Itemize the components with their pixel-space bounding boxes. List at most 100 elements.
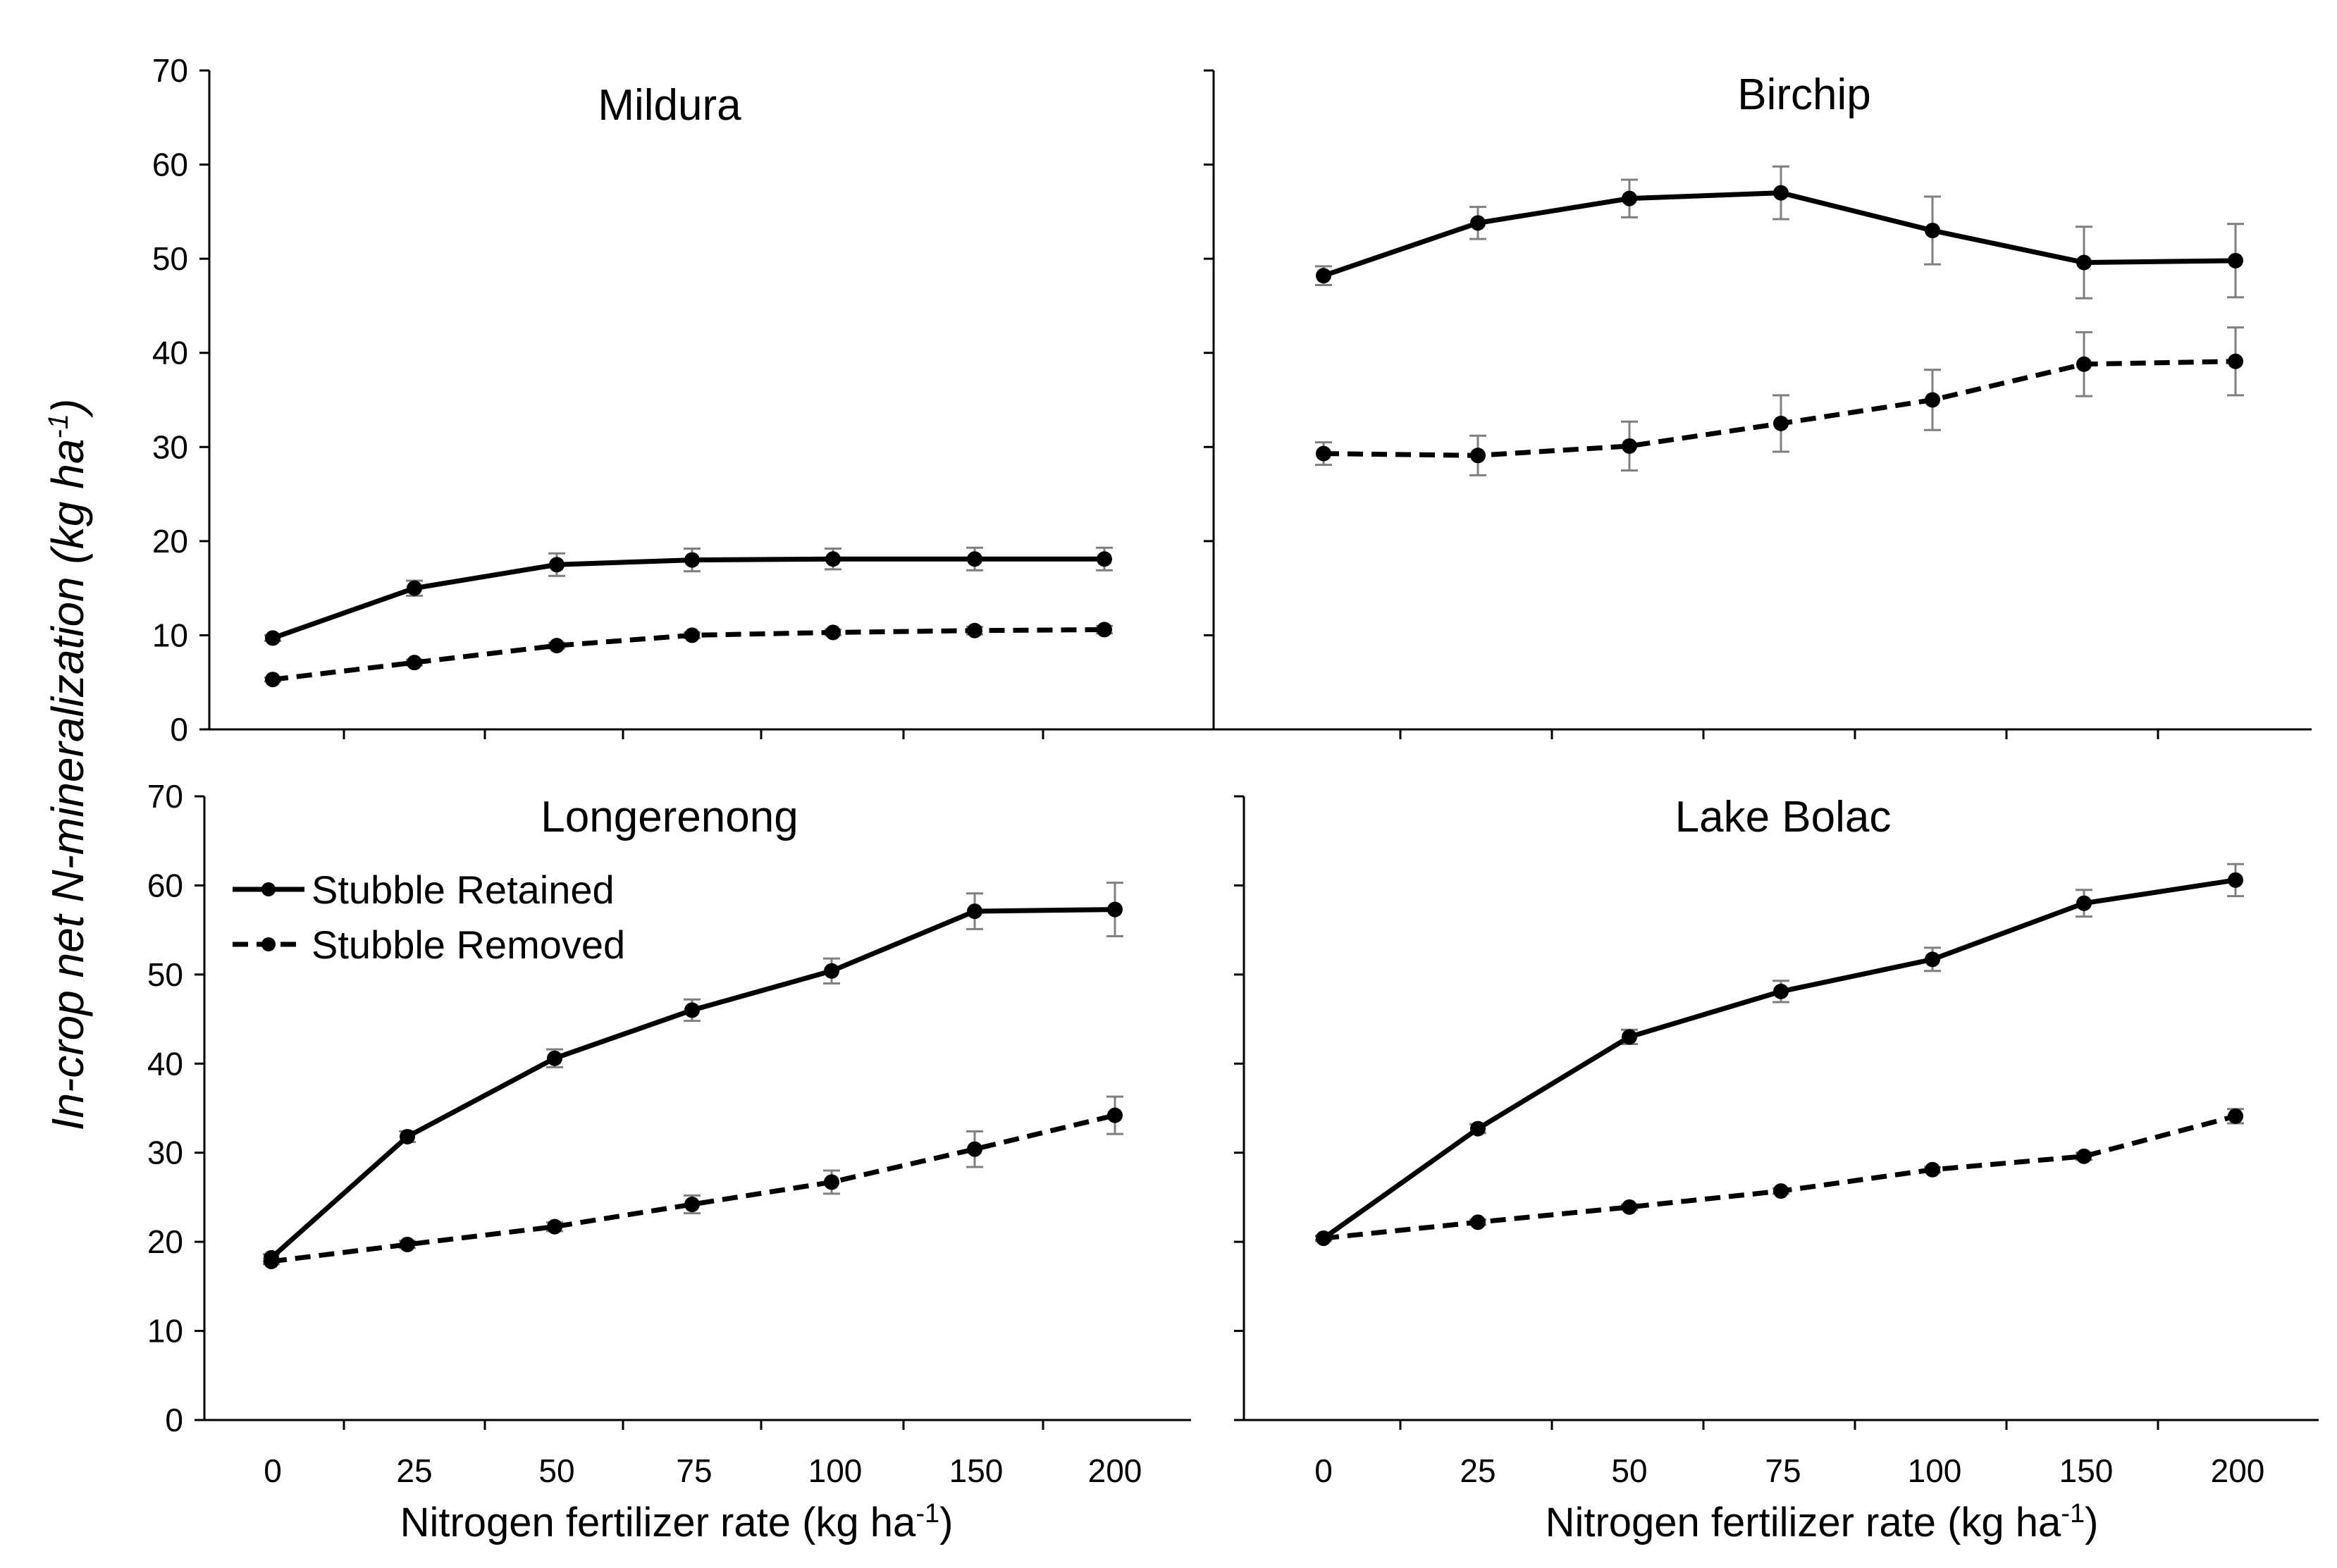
longerenong-title: Longerenong (541, 793, 798, 841)
longerenong-stubble-removed-point (547, 1218, 562, 1235)
longerenong-xtick-label: 25 (396, 1452, 432, 1489)
birchip-stubble-removed-point (2228, 353, 2243, 369)
mildura-ytick-label: 40 (152, 335, 188, 371)
mildura-ytick-label: 10 (152, 617, 188, 653)
mildura-stubble-retained-point (1097, 551, 1112, 567)
birchip-stubble-retained-point (1773, 185, 1789, 201)
lake-bolac-stubble-removed-point (1470, 1214, 1486, 1230)
mildura-stubble-retained-point (684, 552, 700, 568)
longerenong-stubble-retained-point (684, 1002, 700, 1018)
birchip-stubble-retained-point (1470, 215, 1486, 231)
lake-bolac-stubble-removed-point (2076, 1148, 2092, 1164)
lake-bolac-stubble-retained-point (2076, 895, 2092, 911)
lake-bolac-xtick-label: 200 (2211, 1452, 2265, 1489)
lake-bolac-stubble-retained-point (1925, 951, 1940, 968)
longerenong-stubble-retained-point (967, 903, 982, 920)
longerenong-ytick-label: 10 (147, 1313, 183, 1350)
lake-bolac-stubble-removed-point (1925, 1161, 1940, 1178)
mildura-stubble-removed-point (549, 638, 565, 654)
panel-birchip: Birchip (1204, 69, 2312, 739)
panel-longerenong: 0 10 20 30 40 50 60 70 0 25 50 75 100 150 200 Longereno… (147, 778, 1191, 1489)
longerenong-ytick-label: 40 (147, 1045, 183, 1082)
birchip-stubble-removed-point (1470, 447, 1486, 464)
lake-bolac-xtick-label: 0 (1314, 1452, 1333, 1489)
birchip-stubble-retained-point (2228, 252, 2243, 268)
lake-bolac-xtick-label: 100 (1908, 1452, 1962, 1489)
legend: Stubble Retained Stubble Removed (233, 868, 625, 967)
birchip-stubble-retained-point (2076, 254, 2092, 271)
lake-bolac-xtick-label: 25 (1460, 1452, 1496, 1489)
lake-bolac-stubble-removed-point (2228, 1108, 2243, 1124)
lake-bolac-stubble-retained-point (1470, 1121, 1486, 1137)
x-axis-label-left: Nitrogen fertilizer rate (kg ha-1) (400, 1499, 954, 1545)
mildura-stubble-removed-point (684, 627, 700, 643)
longerenong-ytick-label: 70 (147, 778, 183, 815)
mildura-ytick-label: 20 (152, 523, 188, 560)
x-axis-label-right: Nitrogen fertilizer rate (kg ha-1) (1546, 1499, 2099, 1545)
longerenong-stubble-removed-point (824, 1174, 839, 1190)
lake-bolac-stubble-retained-point (2228, 872, 2243, 888)
longerenong-stubble-retained-point (400, 1128, 415, 1144)
mildura-stubble-removed-point (1097, 622, 1112, 638)
mildura-stubble-retained-point (825, 551, 841, 567)
longerenong-stubble-removed-point (264, 1253, 279, 1269)
mildura-ytick-label: 60 (152, 147, 188, 183)
birchip-stubble-retained-point (1925, 223, 1940, 239)
mildura-stubble-removed-point (265, 672, 280, 688)
longerenong-xtick-label: 100 (808, 1452, 863, 1489)
mildura-ytick-label: 30 (152, 428, 188, 465)
mildura-stubble-retained-point (967, 551, 982, 567)
longerenong-ytick-label: 20 (147, 1223, 183, 1260)
birchip-stubble-retained-point (1316, 268, 1331, 284)
mildura-title: Mildura (598, 81, 741, 130)
lake-bolac-stubble-removed-point (1316, 1230, 1331, 1247)
mildura-ytick-label: 0 (170, 711, 188, 748)
mildura-stubble-retained-point (265, 630, 280, 646)
lake-bolac-stubble-removed-point (1622, 1199, 1637, 1215)
longerenong-stubble-retained-point (1107, 901, 1123, 918)
longerenong-xtick-label: 200 (1088, 1452, 1142, 1489)
mildura-stubble-removed-point (967, 622, 982, 638)
panel-mildura: 0 10 20 30 40 50 60 70 Mildura (152, 52, 1209, 748)
mildura-ytick-label: 50 (152, 240, 188, 277)
birchip-title: Birchip (1737, 70, 1871, 119)
legend-removed-marker (261, 937, 276, 951)
birchip-stubble-removed-point (1622, 438, 1637, 454)
lake-bolac-stubble-retained-point (1622, 1029, 1637, 1045)
panel-lake-bolac: 0 25 50 75 100 150 200 Lake Bolac (1234, 793, 2319, 1489)
longerenong-stubble-retained-point (547, 1050, 562, 1066)
longerenong-stubble-removed-point (400, 1236, 415, 1252)
mildura-stubble-retained-point (549, 557, 565, 573)
longerenong-stubble-removed-point (684, 1197, 700, 1213)
legend-retained-label: Stubble Retained (312, 868, 615, 912)
longerenong-xtick-label: 50 (538, 1452, 574, 1489)
legend-removed-label: Stubble Removed (312, 922, 625, 967)
mildura-stubble-retained-point (407, 580, 422, 596)
legend-retained-marker (261, 882, 276, 896)
longerenong-ytick-label: 50 (147, 956, 183, 993)
longerenong-stubble-removed-point (967, 1141, 982, 1157)
longerenong-ytick-label: 30 (147, 1135, 183, 1171)
longerenong-xtick-label: 75 (676, 1452, 712, 1489)
lake-bolac-title: Lake Bolac (1675, 793, 1892, 841)
mildura-stubble-removed-point (825, 624, 841, 641)
lake-bolac-xtick-label: 150 (2059, 1452, 2114, 1489)
lake-bolac-stubble-removed-point (1773, 1183, 1789, 1199)
longerenong-xtick-label: 150 (949, 1452, 1004, 1489)
birchip-stubble-removed-point (1773, 415, 1789, 431)
birchip-stubble-removed-point (1316, 445, 1331, 462)
lake-bolac-stubble-retained-point (1773, 983, 1789, 999)
lake-bolac-xtick-label: 50 (1611, 1452, 1647, 1489)
birchip-stubble-retained-point (1622, 190, 1637, 206)
birchip-stubble-removed-point (1925, 392, 1940, 408)
lake-bolac-xtick-label: 75 (1765, 1452, 1801, 1489)
mildura-ytick-label: 70 (152, 52, 188, 89)
longerenong-ytick-label: 0 (165, 1402, 183, 1438)
birchip-stubble-removed-point (2076, 356, 2092, 372)
y-axis-label: In-crop net N-mineralization (kg ha-1) (42, 399, 93, 1131)
longerenong-xtick-label: 0 (264, 1452, 282, 1489)
longerenong-ytick-label: 60 (147, 867, 183, 903)
mildura-stubble-removed-point (407, 655, 422, 671)
